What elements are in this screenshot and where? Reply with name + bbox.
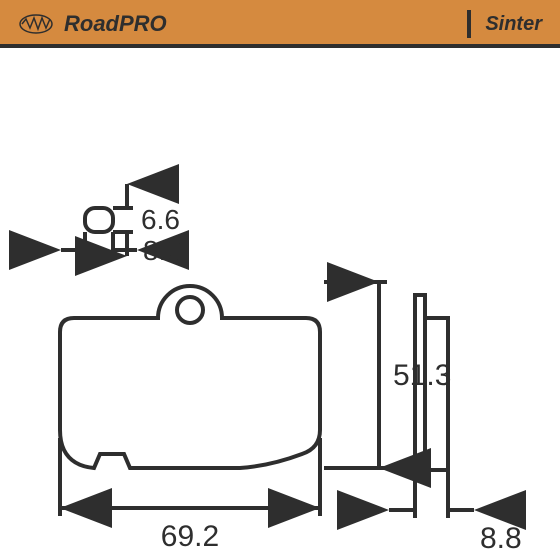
tech-drawing: 6.6 8.0 69.2 51.3 8.8 <box>0 48 560 560</box>
dim-pin-width: 8.0 <box>61 232 182 266</box>
variant-name: Sinter <box>485 13 542 36</box>
dim-height: 51.3 <box>324 282 451 468</box>
diagram-area: 6.6 8.0 69.2 51.3 8.8 <box>0 48 560 560</box>
dim-thickness-label: 8.8 <box>480 522 522 555</box>
product-prefix: Road <box>64 11 119 36</box>
header-right: Sinter <box>467 10 542 38</box>
product-suffix: PRO <box>119 11 167 36</box>
pad-mounting-hole <box>177 297 203 323</box>
header-left: RoadPRO <box>18 11 167 37</box>
dim-width-label: 69.2 <box>161 520 219 553</box>
dim-pin-width-label: 8.0 <box>143 235 182 266</box>
dim-thickness: 8.8 <box>389 470 522 555</box>
header: RoadPRO Sinter <box>0 0 560 48</box>
header-divider <box>467 10 471 38</box>
dim-pin-height-label: 6.6 <box>141 204 180 235</box>
brand-logo-icon <box>18 13 54 35</box>
product-name: RoadPRO <box>64 11 167 37</box>
pin-shape <box>85 208 113 232</box>
dim-height-label: 51.3 <box>393 359 451 392</box>
